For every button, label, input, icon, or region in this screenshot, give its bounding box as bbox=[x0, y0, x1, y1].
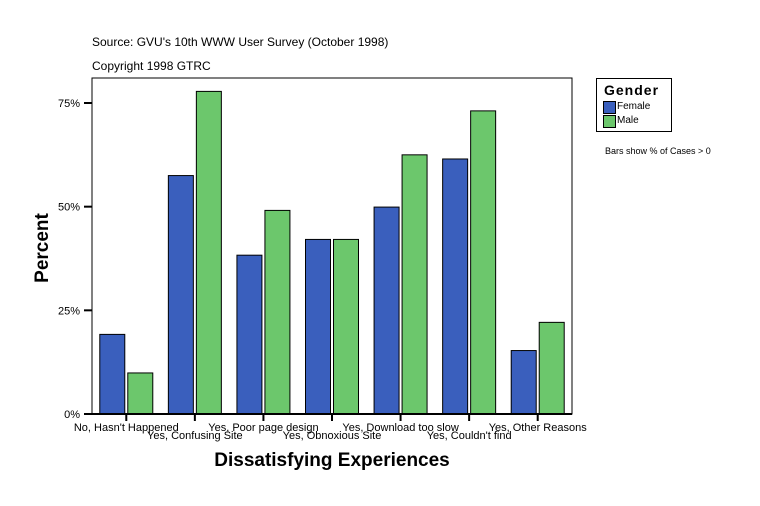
bar-female bbox=[442, 158, 469, 415]
y-tick-label: 50% bbox=[58, 202, 80, 214]
x-tick-label: Yes, Other Reasons bbox=[489, 422, 588, 434]
copyright-text: Copyright 1998 GTRC bbox=[92, 59, 211, 73]
plot-area bbox=[91, 77, 573, 415]
bar-female bbox=[305, 238, 331, 415]
bars-note: Bars show % of Cases > 0 bbox=[605, 146, 711, 156]
legend-label-female: Female bbox=[617, 101, 651, 112]
legend-title: Gender bbox=[604, 82, 660, 98]
legend-swatch-male bbox=[603, 115, 616, 128]
legend: Gender Female Male bbox=[596, 78, 672, 132]
bar-male bbox=[127, 372, 154, 415]
legend-swatch-female bbox=[603, 101, 616, 114]
legend-label-male: Male bbox=[617, 115, 639, 126]
source-text: Source: GVU's 10th WWW User Survey (Octo… bbox=[92, 35, 389, 49]
bar-female bbox=[236, 254, 263, 415]
bar-female bbox=[99, 333, 126, 415]
bar-female bbox=[510, 350, 537, 415]
y-tick-label: 25% bbox=[58, 305, 80, 317]
bar-male bbox=[264, 209, 291, 415]
bar-male bbox=[538, 321, 565, 415]
bar-male bbox=[333, 238, 359, 415]
x-tick-label: No, Hasn't Happened bbox=[74, 422, 179, 434]
y-tick-label: 75% bbox=[58, 98, 80, 110]
x-axis-title: Dissatisfying Experiences bbox=[214, 450, 450, 471]
bar-female bbox=[167, 175, 194, 415]
x-tick-label: Yes, Confusing Site bbox=[147, 430, 243, 442]
bar-female bbox=[373, 206, 400, 415]
bar-male bbox=[195, 90, 222, 415]
bar-male bbox=[401, 154, 428, 415]
y-axis-title: Percent bbox=[32, 212, 53, 282]
x-tick-label: Yes, Download too slow bbox=[342, 422, 458, 434]
x-tick-label: Yes, Couldn't find bbox=[427, 430, 512, 442]
y-tick-label: 0% bbox=[64, 409, 80, 421]
x-tick-label: Yes, Poor page design bbox=[208, 422, 318, 434]
x-tick-label: Yes, Obnoxious Site bbox=[283, 430, 382, 442]
bar-male bbox=[470, 110, 497, 415]
